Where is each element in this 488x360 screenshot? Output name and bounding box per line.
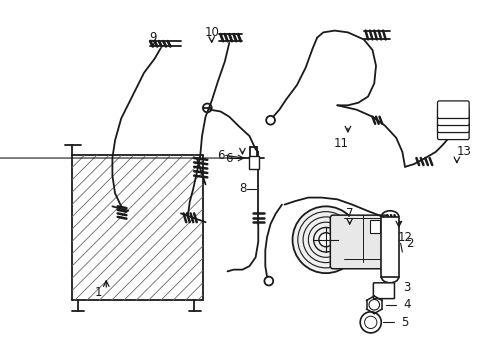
Circle shape: [303, 217, 348, 262]
Circle shape: [292, 206, 359, 273]
Text: 11: 11: [333, 136, 347, 150]
Text: 13: 13: [455, 145, 470, 158]
Text: 5: 5: [401, 316, 408, 329]
FancyBboxPatch shape: [437, 122, 468, 140]
FancyBboxPatch shape: [437, 115, 468, 132]
Text: 12: 12: [397, 231, 412, 244]
Text: 3: 3: [402, 281, 409, 294]
Text: 7: 7: [345, 207, 353, 220]
Circle shape: [297, 212, 353, 268]
FancyBboxPatch shape: [330, 215, 387, 269]
Text: 2: 2: [405, 237, 412, 250]
Text: 10: 10: [204, 26, 219, 39]
FancyBboxPatch shape: [437, 101, 468, 118]
Text: 8: 8: [238, 182, 245, 195]
Bar: [369, 220, 380, 233]
Text: 9: 9: [149, 31, 156, 44]
Text: 6: 6: [225, 152, 233, 165]
FancyBboxPatch shape: [437, 108, 468, 126]
Bar: [248, 156, 259, 168]
Text: 6: 6: [217, 149, 224, 162]
FancyBboxPatch shape: [373, 283, 394, 299]
Text: 1: 1: [94, 286, 102, 299]
Circle shape: [313, 228, 338, 252]
Text: 4: 4: [402, 298, 410, 311]
Bar: [381, 217, 398, 276]
Circle shape: [308, 222, 343, 257]
Circle shape: [318, 233, 332, 247]
